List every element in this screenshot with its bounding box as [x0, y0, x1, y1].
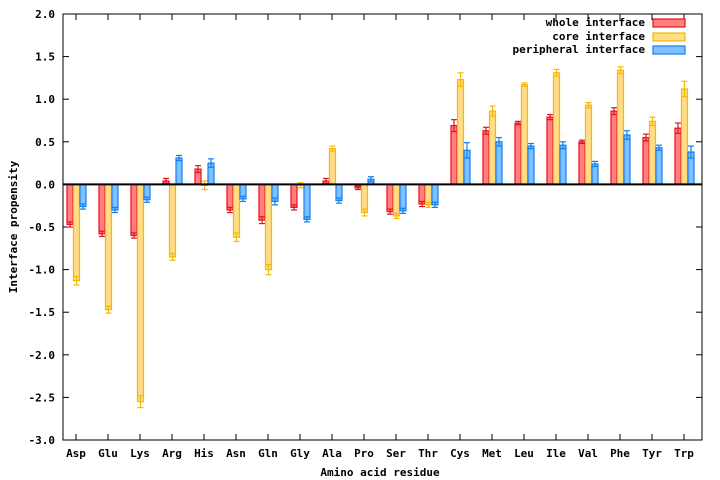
- bar-whole-interface: [130, 183, 138, 237]
- bar-peripheral-interface: [559, 144, 567, 185]
- bar-core-interface: [456, 79, 465, 185]
- bar-peripheral-interface: [79, 183, 87, 208]
- y-tick-label: -2.0: [29, 349, 56, 362]
- x-tick-label: Gln: [258, 447, 278, 460]
- legend: whole interface core interface periphera…: [513, 16, 686, 56]
- bar-peripheral-interface: [175, 157, 183, 186]
- x-tick-label: Cys: [450, 447, 470, 460]
- bar-core-interface: [680, 88, 689, 186]
- legend-swatch-core-interface: [652, 32, 686, 42]
- y-tick-label: -1.5: [29, 306, 56, 319]
- bar-peripheral-interface: [303, 183, 311, 220]
- y-tick-label: 0.5: [35, 136, 55, 149]
- y-axis-label: Interface propensity: [7, 160, 20, 293]
- bar-core-interface: [264, 183, 273, 271]
- bar-peripheral-interface: [399, 183, 407, 212]
- bar-core-interface: [72, 183, 81, 282]
- x-tick-label: Asp: [66, 447, 86, 460]
- bar-peripheral-interface: [623, 134, 631, 185]
- bar-peripheral-interface: [527, 145, 535, 185]
- bar-whole-interface: [450, 125, 458, 185]
- x-tick-label: Phe: [610, 447, 630, 460]
- bar-whole-interface: [98, 183, 106, 235]
- x-tick-label: Gly: [290, 447, 310, 460]
- bar-core-interface: [520, 84, 529, 186]
- x-axis-label: Amino acid residue: [320, 466, 440, 479]
- x-tick-label: Ser: [386, 447, 406, 460]
- legend-label-core: core interface: [552, 30, 645, 43]
- y-tick-label: 0.0: [35, 178, 55, 191]
- bar-whole-interface: [514, 122, 522, 186]
- x-tick-label: Trp: [674, 447, 694, 460]
- bar-peripheral-interface: [111, 183, 119, 211]
- bar-core-interface: [488, 110, 497, 186]
- x-tick-label: Lys: [130, 447, 150, 460]
- x-tick-label: Asn: [226, 447, 246, 460]
- bar-whole-interface: [674, 127, 682, 185]
- x-tick-label: His: [194, 447, 214, 460]
- y-tick-label: 1.0: [35, 93, 55, 106]
- bar-core-interface: [104, 183, 113, 311]
- x-tick-label: Val: [578, 447, 598, 460]
- bar-whole-interface: [642, 136, 650, 185]
- x-tick-label: Ala: [322, 447, 342, 460]
- x-tick-label: Leu: [514, 447, 534, 460]
- bar-core-interface: [328, 148, 337, 185]
- bar-whole-interface: [258, 183, 266, 221]
- bar-whole-interface: [386, 183, 394, 213]
- x-tick-label: Met: [482, 447, 502, 460]
- bar-whole-interface: [482, 130, 490, 185]
- bar-core-interface: [168, 183, 177, 258]
- x-tick-label: Tyr: [642, 447, 662, 460]
- legend-swatch-peripheral-interface: [652, 45, 686, 55]
- bar-core-interface: [552, 72, 561, 186]
- x-tick-label: Pro: [354, 447, 374, 460]
- legend-label-peripheral: peripheral interface: [513, 43, 646, 56]
- bar-peripheral-interface: [495, 141, 503, 186]
- bar-core-interface: [584, 104, 593, 186]
- bar-core-interface: [616, 69, 625, 186]
- x-tick-label: Arg: [162, 447, 182, 460]
- bar-whole-interface: [578, 141, 586, 186]
- bar-core-interface: [360, 183, 369, 214]
- y-tick-label: 2.0: [35, 8, 55, 21]
- y-tick-label: -0.5: [29, 221, 56, 234]
- plot-frame: [62, 13, 703, 441]
- bar-whole-interface: [226, 183, 234, 211]
- bar-core-interface: [232, 183, 241, 238]
- y-tick-label: -1.0: [29, 264, 56, 277]
- bar-whole-interface: [66, 183, 74, 226]
- bar-whole-interface: [290, 183, 298, 209]
- legend-swatch-whole-interface: [652, 18, 686, 28]
- x-tick-label: Glu: [98, 447, 118, 460]
- x-tick-label: Ile: [546, 447, 566, 460]
- bar-peripheral-interface: [655, 147, 663, 185]
- x-tick-label: Thr: [418, 447, 438, 460]
- y-tick-label: -3.0: [29, 434, 56, 447]
- bar-whole-interface: [546, 116, 554, 186]
- bar-core-interface: [392, 183, 401, 217]
- y-tick-label: -2.5: [29, 391, 56, 404]
- legend-label-whole: whole interface: [546, 16, 646, 29]
- y-tick-label: 1.5: [35, 51, 55, 64]
- bar-core-interface: [648, 120, 657, 185]
- bar-whole-interface: [610, 110, 618, 186]
- bar-core-interface: [136, 183, 145, 403]
